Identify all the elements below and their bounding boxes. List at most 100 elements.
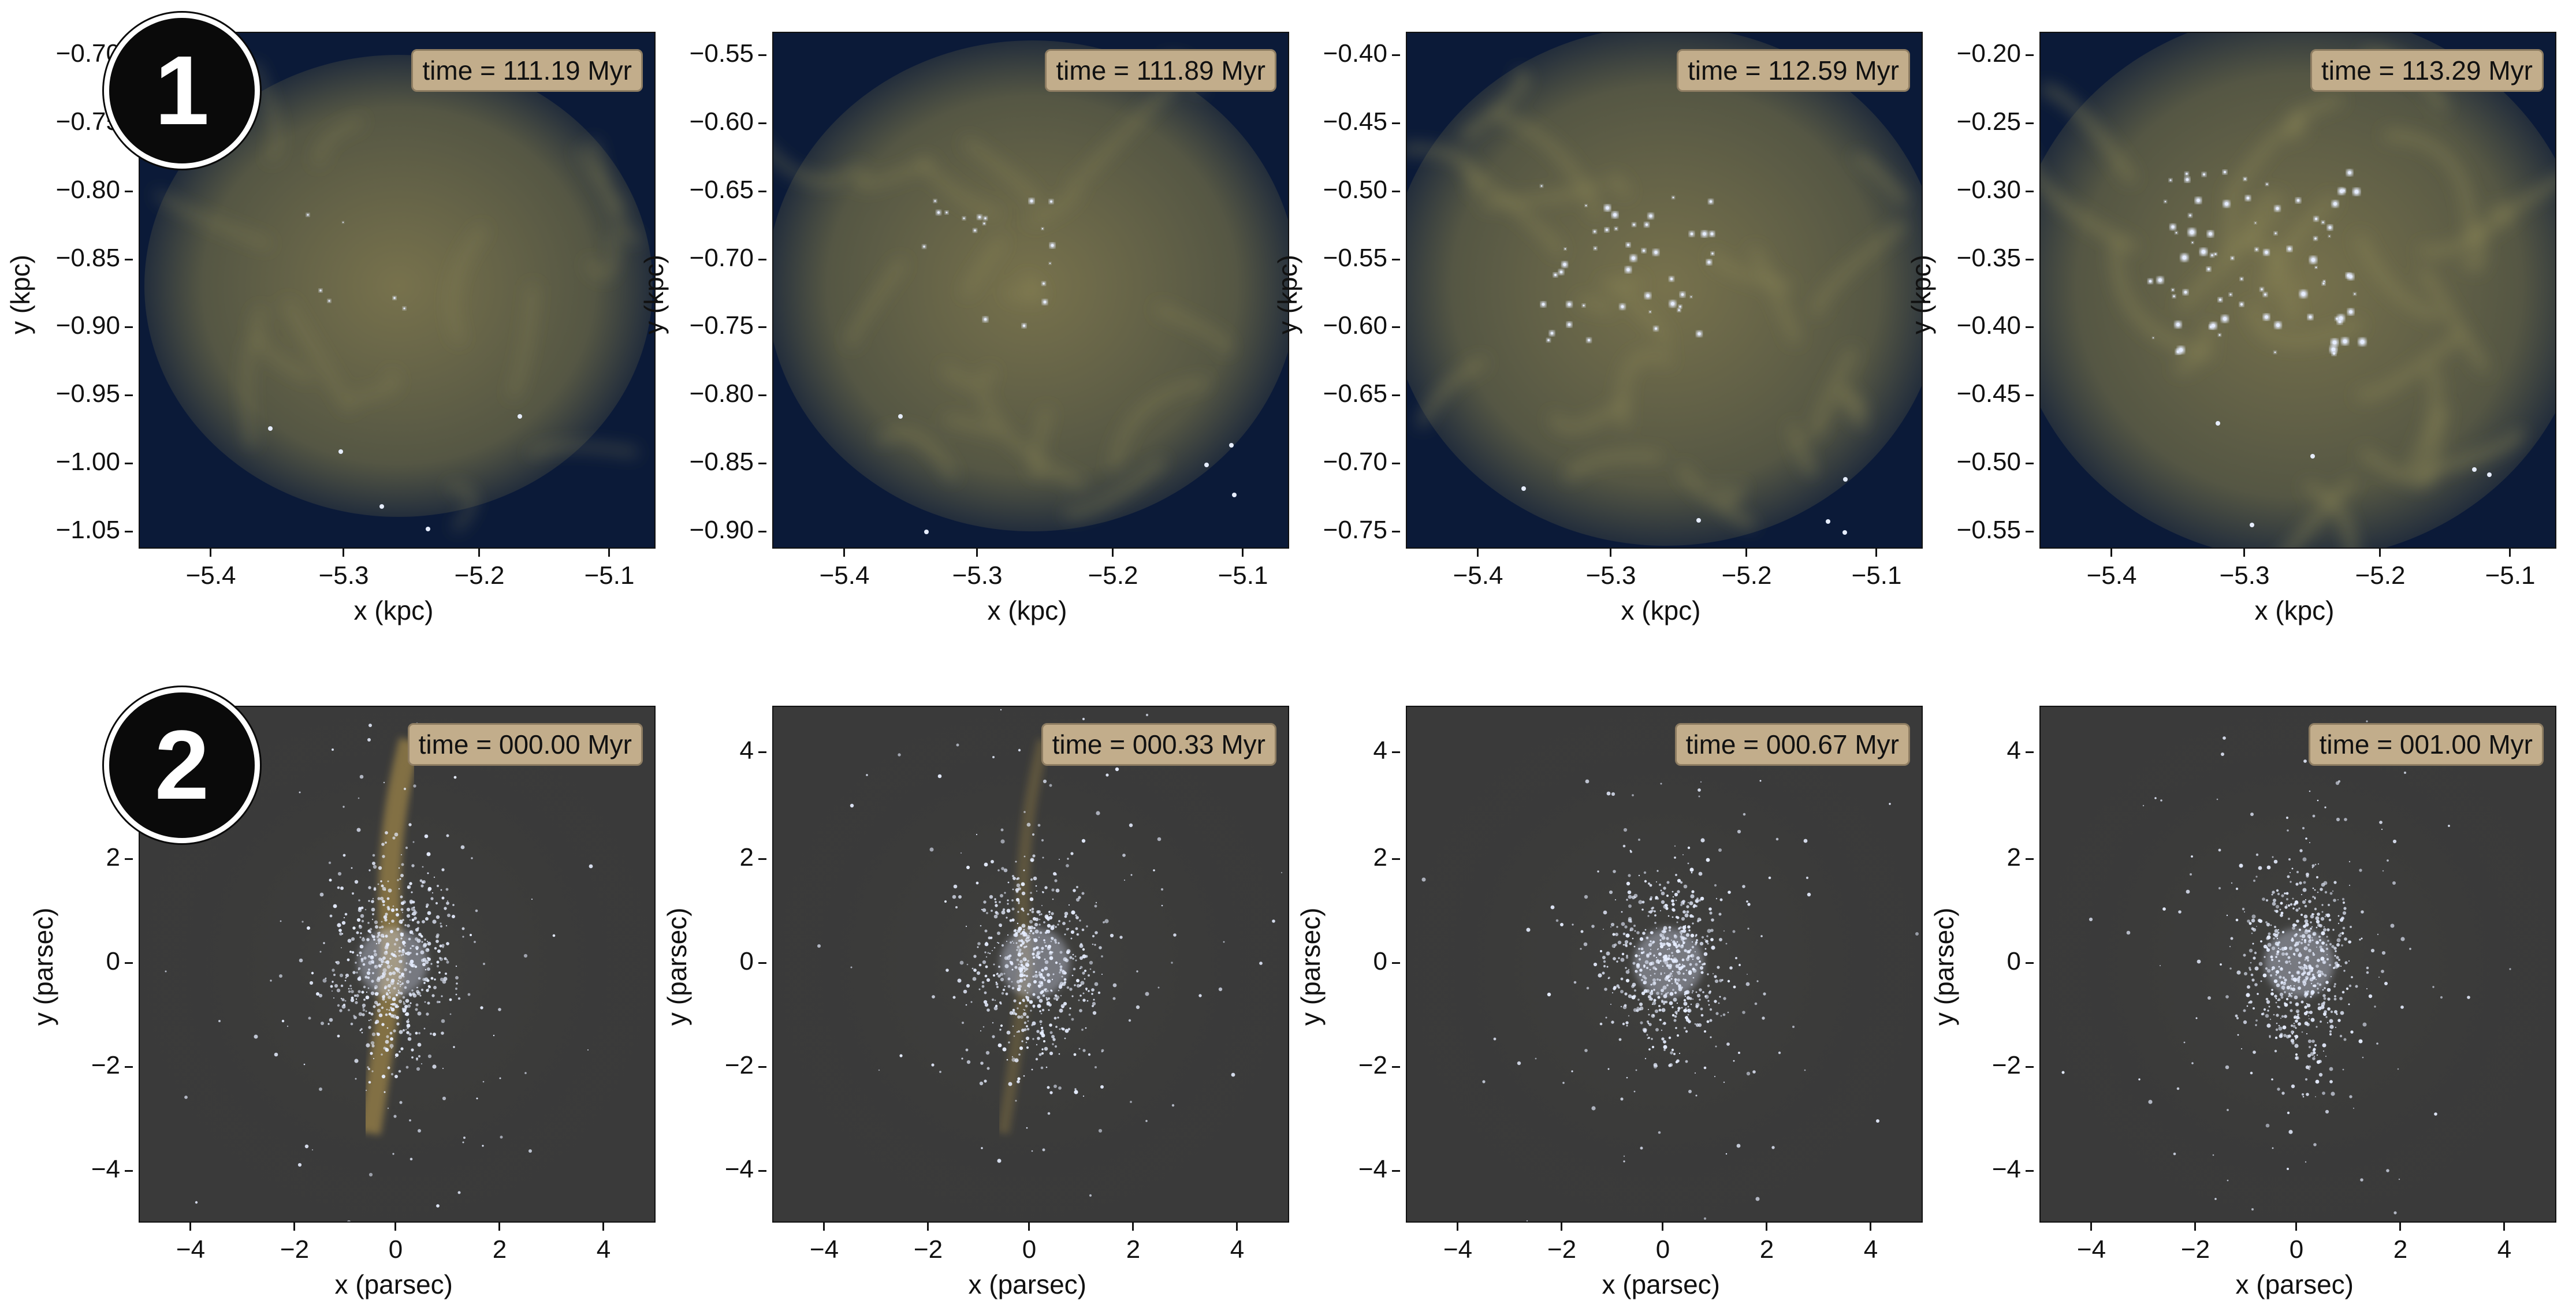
star [411,1056,414,1059]
star [1639,937,1644,941]
star [390,1037,393,1041]
star [1630,921,1632,923]
star [441,995,443,997]
star [2252,927,2257,932]
star [2290,985,2292,987]
star [2251,932,2253,934]
star [1025,945,1028,948]
star [2320,917,2325,921]
star [992,1022,994,1024]
star [340,984,344,988]
star [332,748,334,751]
star [1699,988,1702,992]
star [391,1003,394,1006]
star [435,902,438,905]
star [2281,985,2285,990]
star [992,1035,995,1038]
star [390,1072,394,1076]
star [1630,851,1632,853]
star [1035,885,1037,887]
star [1674,892,1678,897]
star-core [2173,295,2175,297]
y-tick-label: −0.25 [1934,107,2034,136]
star [1666,937,1669,940]
star [1006,1059,1008,1061]
star [924,530,929,534]
star-core [1613,213,1617,217]
star [994,898,996,900]
star [303,1063,306,1066]
star [1064,1029,1069,1033]
star [2392,839,2397,844]
star [1001,910,1006,915]
gas-filament [1564,452,1662,482]
star [436,964,440,968]
star [1017,1015,1021,1019]
x-axis-label: x (parsec) [334,1269,453,1299]
star [2313,1055,2316,1057]
star [1075,916,1079,919]
star [2336,943,2340,947]
star [351,990,354,993]
star [1602,928,1605,930]
star [2266,1000,2270,1004]
star [1029,897,1034,902]
star [966,963,969,966]
star [423,1027,426,1030]
star-core [2246,196,2250,200]
star [2361,910,2364,914]
star [2260,980,2262,982]
x-tick-label: −5.3 [1570,549,1651,590]
star [1676,941,1678,943]
star [2270,955,2273,959]
star-core [2255,248,2258,251]
star [2283,982,2286,985]
star [409,930,414,934]
star [2293,985,2295,987]
star [1733,985,1736,989]
star [2362,1056,2364,1059]
star [589,864,593,869]
star [1088,974,1090,977]
star [254,1034,258,1039]
star [1602,956,1606,959]
star [1064,915,1067,918]
star [1054,879,1058,882]
star [1667,954,1671,958]
star [404,1007,407,1011]
star [1673,934,1678,939]
star [1691,992,1693,994]
star-core [2225,202,2228,206]
star [1703,1066,1707,1070]
star [1695,963,1698,966]
star [1615,933,1618,936]
star [2285,960,2288,964]
star [1082,999,1086,1002]
star [1038,936,1040,938]
star [1628,874,1631,877]
star [2329,1080,2333,1083]
star [1059,965,1063,969]
gas-filament [1602,278,1643,289]
star [1669,929,1671,932]
star [1007,899,1009,902]
star [1023,1009,1026,1011]
star [996,973,998,975]
star [1662,985,1667,990]
star [2229,945,2231,948]
star-core [2265,315,2268,319]
star [1661,993,1663,995]
y-tick-label: 4 [667,736,766,765]
star-core [2265,251,2268,254]
star [1656,978,1659,981]
star [2160,965,2161,966]
star [1626,1025,1628,1027]
star [1095,931,1098,934]
star [2307,1053,2311,1058]
star [2348,984,2352,988]
star [1665,904,1668,907]
star [2308,964,2311,968]
star [1639,973,1642,977]
star [360,958,364,961]
star [1669,992,1674,996]
